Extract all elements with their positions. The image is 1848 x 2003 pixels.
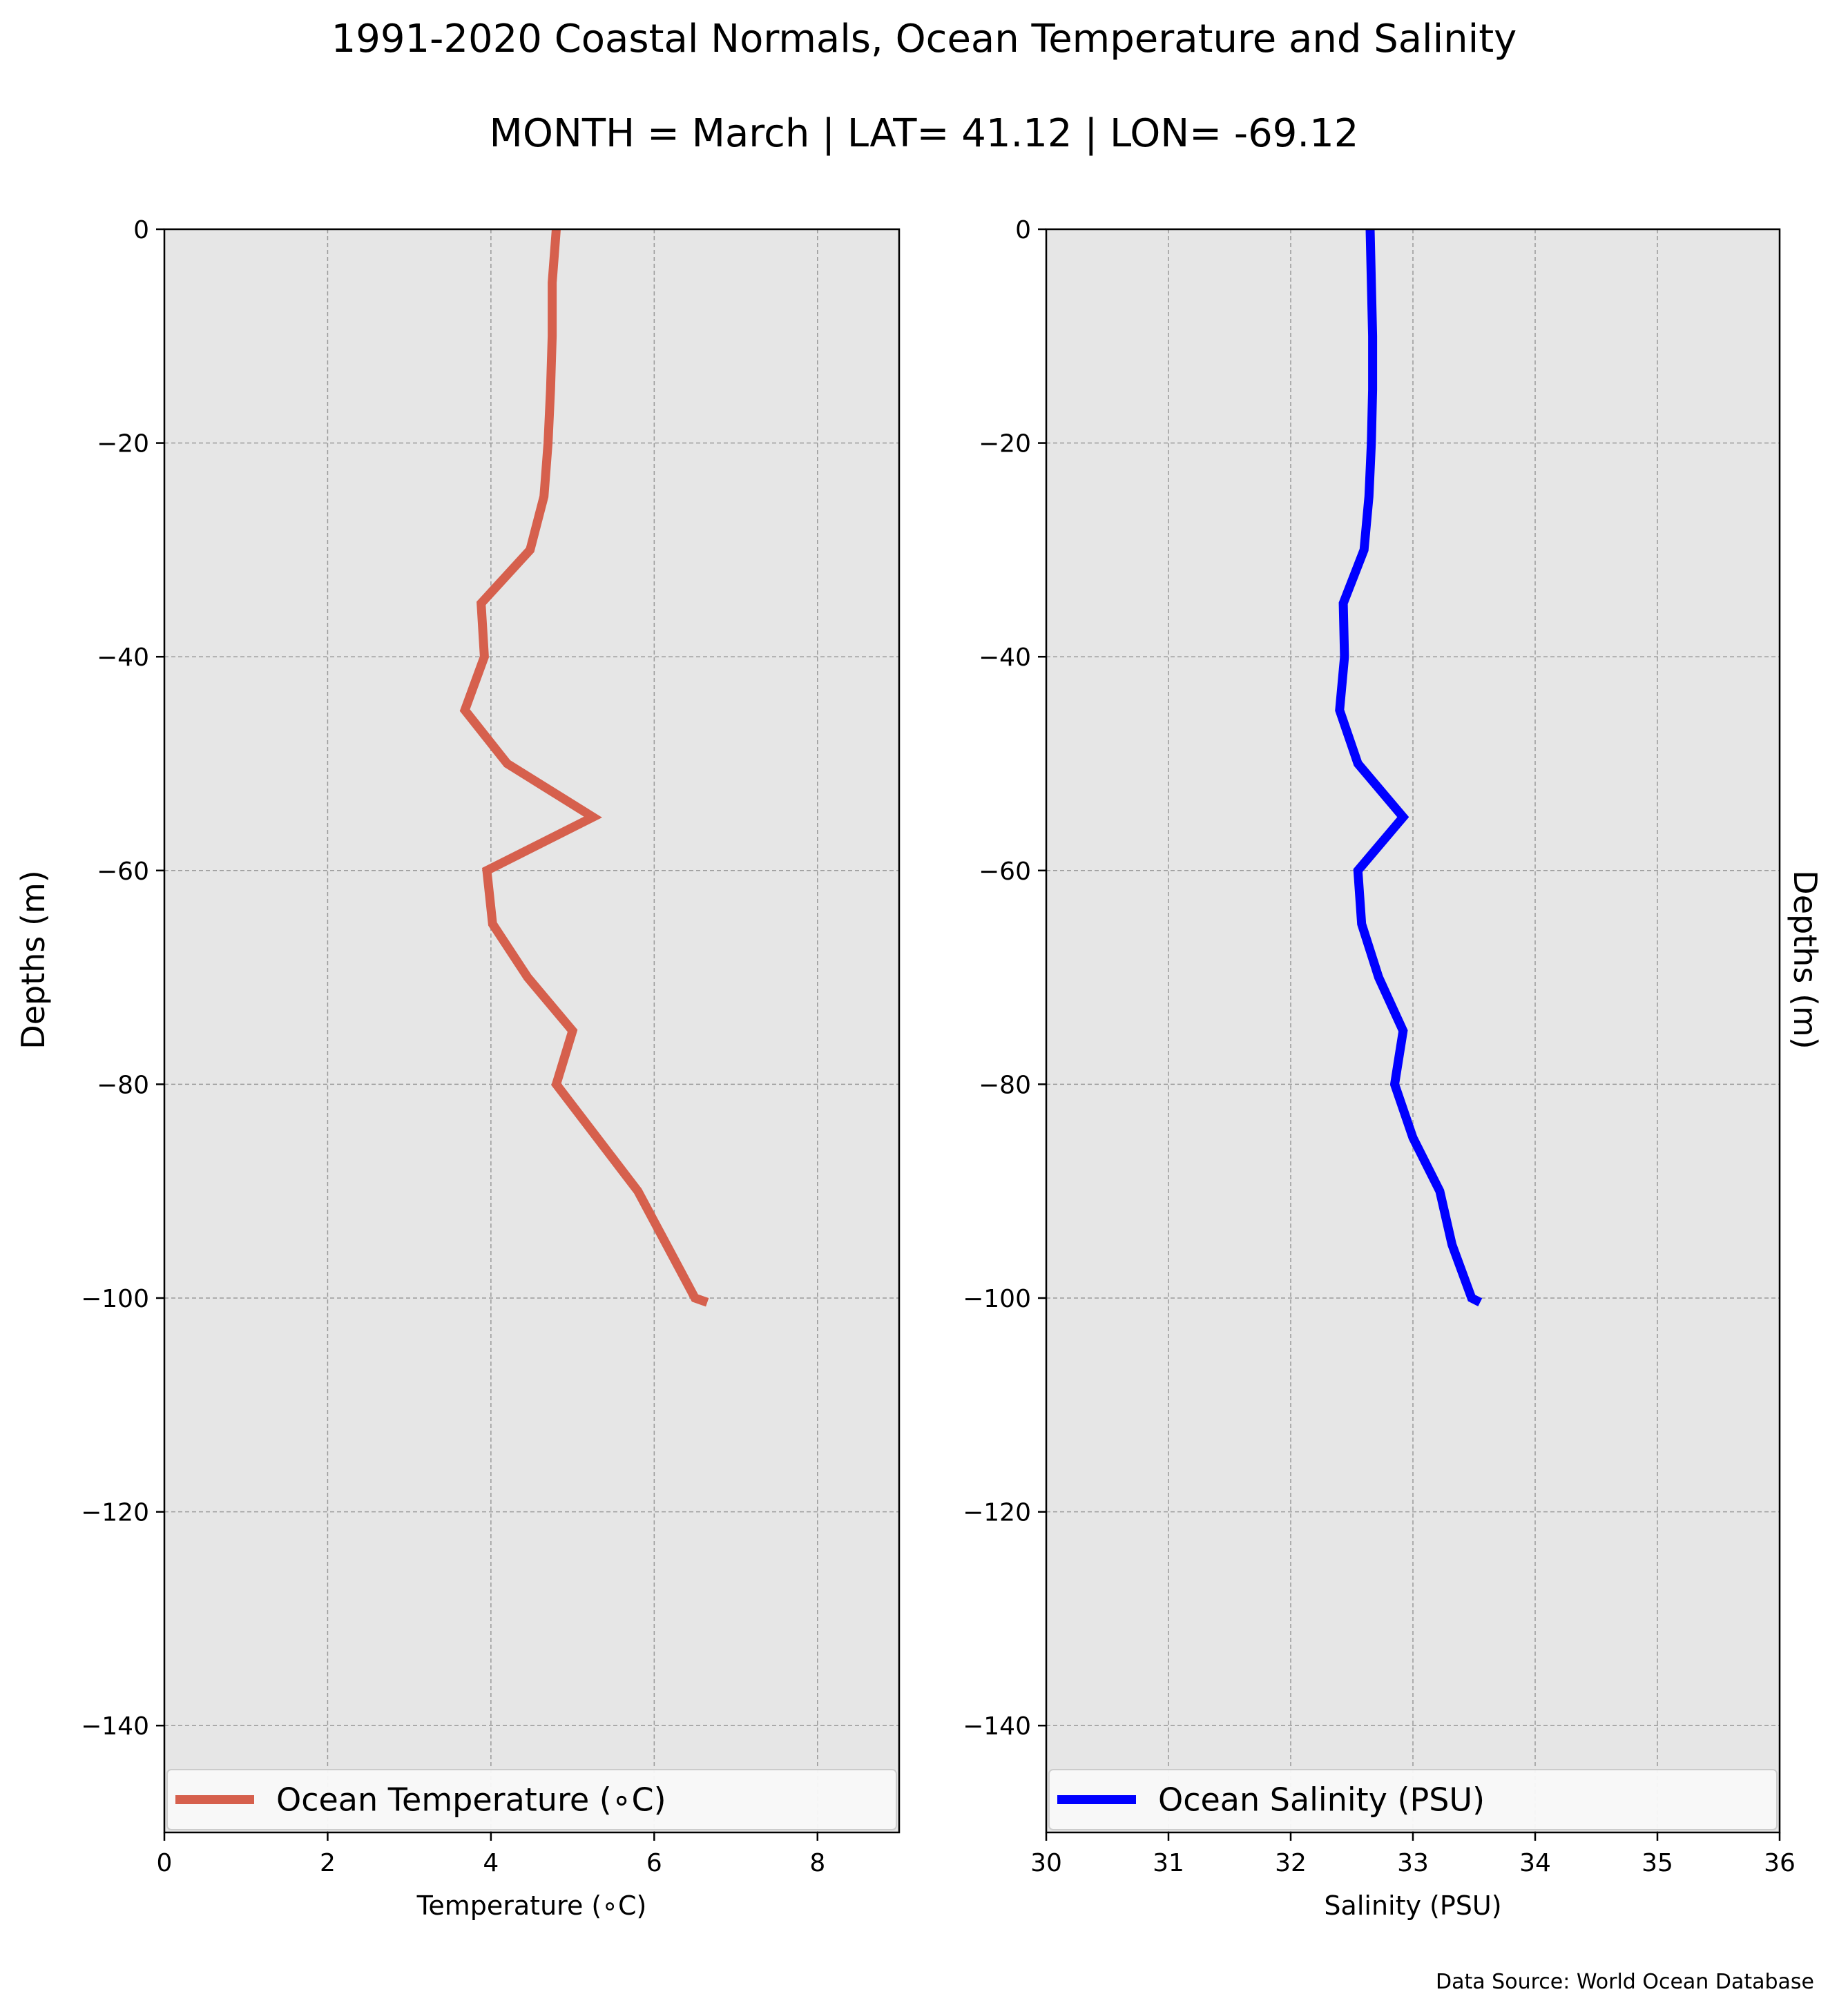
salinity-x-tick-label: 31: [1153, 1849, 1184, 1877]
temperature-legend: [166, 1769, 897, 1830]
temperature-y-tick-label: −120: [81, 1499, 149, 1527]
temperature-y-axis-label: Depths (m): [15, 870, 52, 1049]
salinity-legend: [1048, 1769, 1778, 1830]
temperature-x-tick-label: 2: [320, 1849, 336, 1877]
salinity-x-tick-label: 30: [1030, 1849, 1062, 1877]
temperature-series-line: [459, 229, 709, 1307]
temperature-x-tick-label: 0: [157, 1849, 173, 1877]
temperature-x-tick-label: 6: [646, 1849, 662, 1877]
temperature-axes-frame: [163, 228, 901, 1834]
salinity-panel: Ocean Salinity (PSU) 30 31 32 33 34 35 36 0 −20 −4…: [963, 216, 1796, 1921]
temperature-panel: Ocean Temperature (∘C) 0 2 4 6 8 0 −20 −40 −60 −80…: [15, 216, 901, 1921]
salinity-x-tick-label: 33: [1397, 1849, 1429, 1877]
temperature-x-tick-label: 8: [809, 1849, 825, 1877]
temperature-legend-label: Ocean Temperature (∘C): [276, 1781, 666, 1819]
salinity-y-tick-label: −80: [979, 1071, 1031, 1099]
salinity-y-tick-label: −20: [979, 430, 1031, 458]
figure-title-line2: MONTH = March | LAT= 41.12 | LON= -69.12: [490, 111, 1359, 156]
salinity-y-tick-label: 0: [1015, 216, 1031, 244]
figure-title-line1: 1991-2020 Coastal Normals, Ocean Tempera…: [331, 17, 1517, 61]
temperature-y-tick-label: 0: [133, 216, 149, 244]
temperature-x-axis-label: Temperature (∘C): [416, 1890, 647, 1921]
salinity-series-line: [1335, 229, 1483, 1307]
salinity-x-tick-label: 34: [1519, 1849, 1551, 1877]
salinity-x-tick-label: 32: [1275, 1849, 1307, 1877]
salinity-y-tick-label: −140: [963, 1712, 1031, 1741]
temperature-y-tick-label: −100: [81, 1285, 149, 1313]
salinity-x-tick-label: 36: [1764, 1849, 1796, 1877]
right-y-axis-label: Depths (m): [1787, 870, 1824, 1049]
temperature-y-tick-label: −140: [81, 1712, 149, 1741]
temperature-y-tick-label: −80: [97, 1071, 149, 1099]
temperature-x-tick-label: 4: [483, 1849, 499, 1877]
salinity-y-tick-label: −120: [963, 1499, 1031, 1527]
temperature-y-tick-label: −60: [97, 858, 149, 886]
salinity-x-axis-label: Salinity (PSU): [1324, 1890, 1501, 1921]
salinity-y-tick-label: −60: [979, 858, 1031, 886]
temperature-y-tick-label: −20: [97, 430, 149, 458]
temperature-plot-area: [164, 229, 899, 1832]
data-source-note: Data Source: World Ocean Database: [1436, 1970, 1814, 1994]
temperature-y-tick-label: −40: [97, 644, 149, 672]
salinity-y-tick-label: −100: [963, 1285, 1031, 1313]
salinity-x-tick-label: 35: [1642, 1849, 1673, 1877]
salinity-y-tick-label: −40: [979, 644, 1031, 672]
salinity-legend-label: Ocean Salinity (PSU): [1158, 1781, 1485, 1819]
